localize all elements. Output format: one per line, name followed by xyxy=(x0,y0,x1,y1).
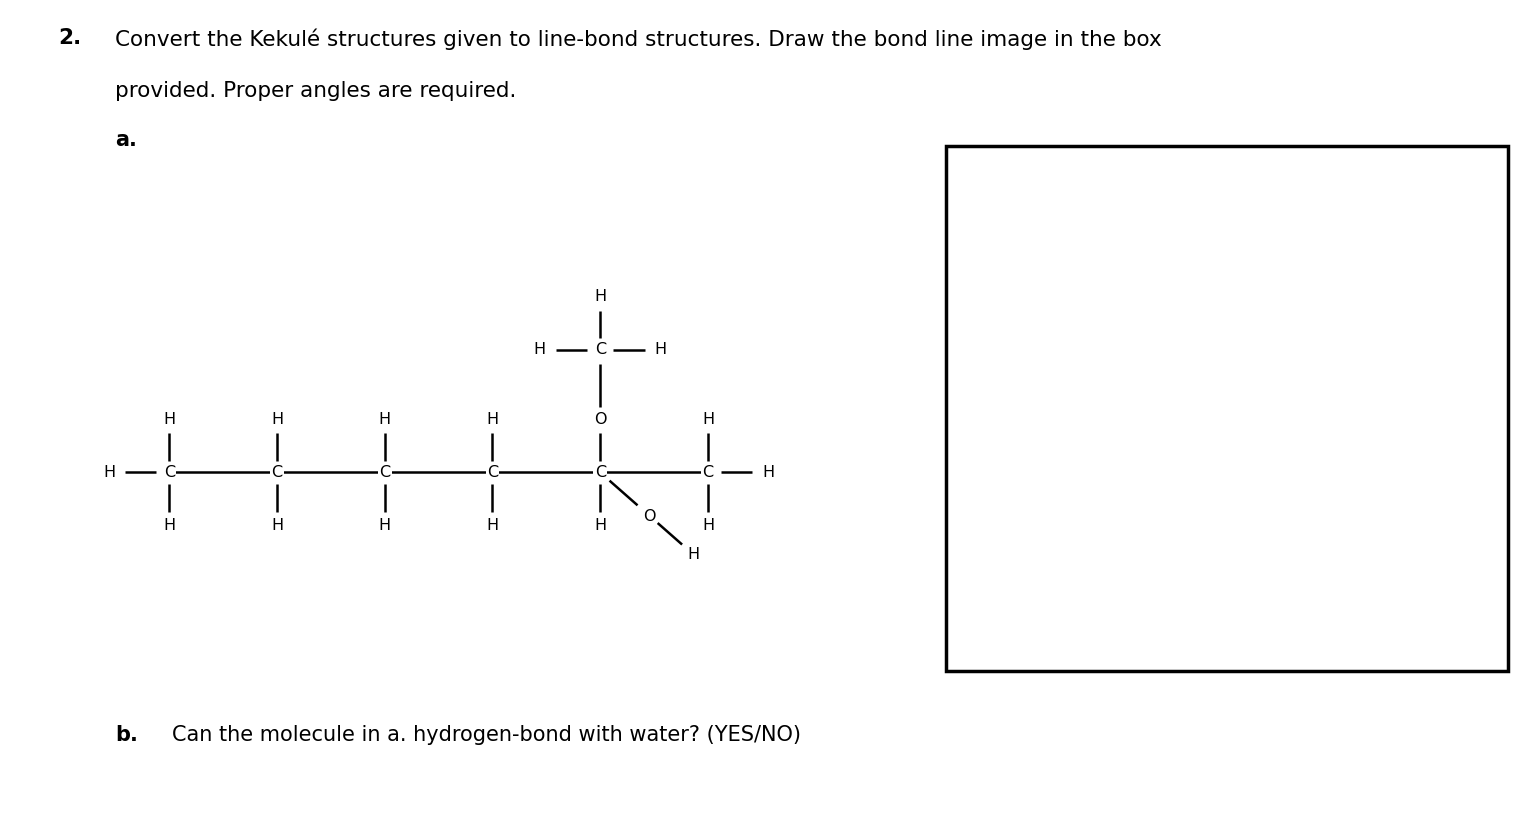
Text: C: C xyxy=(702,465,714,480)
Text: H: H xyxy=(271,518,283,533)
Text: H: H xyxy=(379,518,391,533)
Text: H: H xyxy=(163,518,175,533)
Text: C: C xyxy=(594,342,606,357)
Bar xyxy=(946,146,1508,671)
Text: H: H xyxy=(688,547,700,562)
Text: H: H xyxy=(654,342,666,357)
Text: C: C xyxy=(271,465,283,480)
Text: O: O xyxy=(643,509,656,524)
Text: a.: a. xyxy=(115,130,137,150)
Text: C: C xyxy=(163,465,175,480)
Text: b.: b. xyxy=(115,725,139,746)
Text: H: H xyxy=(379,412,391,427)
Text: O: O xyxy=(594,412,606,427)
Text: H: H xyxy=(594,518,606,533)
Text: H: H xyxy=(702,412,714,427)
Text: Convert the Kekulé structures given to line-bond structures. Draw the bond line : Convert the Kekulé structures given to l… xyxy=(115,28,1162,50)
Text: provided. Proper angles are required.: provided. Proper angles are required. xyxy=(115,81,517,102)
Text: H: H xyxy=(103,465,115,480)
Text: H: H xyxy=(163,412,175,427)
Text: Can the molecule in a. hydrogen-bond with water? (YES/NO): Can the molecule in a. hydrogen-bond wit… xyxy=(172,725,802,746)
Text: H: H xyxy=(762,465,774,480)
Text: H: H xyxy=(271,412,283,427)
Text: H: H xyxy=(702,518,714,533)
Text: H: H xyxy=(486,518,499,533)
Text: C: C xyxy=(594,465,606,480)
Text: C: C xyxy=(486,465,499,480)
Text: H: H xyxy=(534,342,546,357)
Text: H: H xyxy=(486,412,499,427)
Text: C: C xyxy=(379,465,391,480)
Text: 2.: 2. xyxy=(58,28,82,49)
Text: H: H xyxy=(594,289,606,304)
